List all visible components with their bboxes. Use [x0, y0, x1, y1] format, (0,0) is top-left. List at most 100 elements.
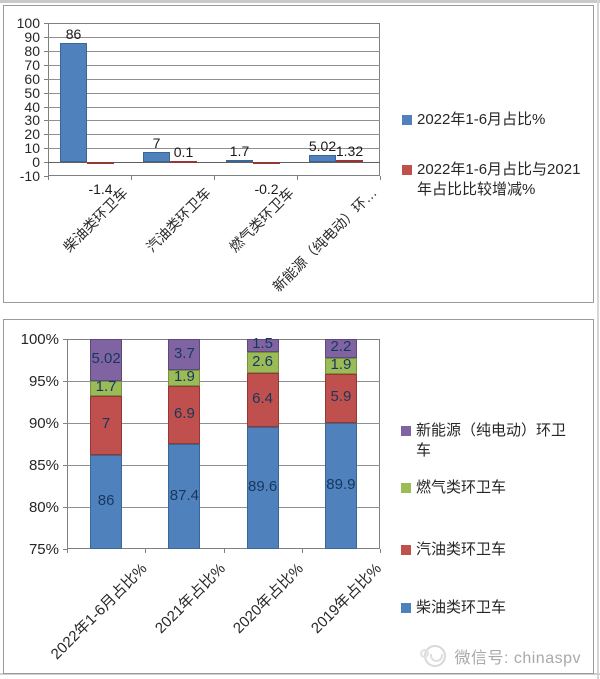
- legend-swatch: [402, 165, 412, 175]
- grid-line: [48, 120, 380, 122]
- y-axis-label: 30: [24, 112, 40, 129]
- y-axis-tick: [44, 120, 48, 122]
- right-edge-line: [597, 0, 599, 679]
- y-axis-label: 85%: [28, 457, 59, 474]
- y-axis-tick: [44, 50, 48, 52]
- legend-swatch: [401, 483, 411, 493]
- grid-line: [48, 106, 380, 108]
- bar-segment: [90, 339, 123, 382]
- legend-label: 2022年1-6月占比%: [417, 111, 546, 128]
- y-axis-tick: [44, 64, 48, 66]
- data-label: 89.9: [326, 476, 356, 493]
- data-label: 5.02: [308, 138, 337, 155]
- y-axis-label: 80%: [28, 499, 59, 516]
- grid-line: [48, 36, 380, 38]
- x-axis-tick: [145, 549, 147, 553]
- bar-segment: [168, 444, 201, 549]
- bar-segment: [60, 42, 87, 163]
- bar-segment: [324, 357, 357, 374]
- grid-line: [48, 92, 380, 94]
- data-label: 6.9: [173, 405, 195, 423]
- grid-line: [67, 507, 380, 508]
- data-label: 89.6: [247, 478, 278, 496]
- y-axis-tick: [63, 339, 67, 340]
- y-axis-tick: [63, 465, 67, 466]
- x-axis-tick: [223, 549, 225, 553]
- data-label: 86: [97, 491, 115, 509]
- data-label: 86: [65, 25, 82, 42]
- wechat-watermark: 微信号: chinaspv: [420, 644, 581, 668]
- legend-swatch: [401, 603, 411, 613]
- top-chart-panel: 100 90 80 70 60 50 40 30 20 10 0 -10 86 7 1.7 5.02 -1.4 0…: [3, 5, 594, 303]
- bar-segment: [168, 339, 201, 371]
- bar-segment: [253, 162, 280, 165]
- category-label: 汽油类环卫车: [142, 184, 214, 256]
- y-axis-tick: [63, 423, 67, 424]
- grid-line: [48, 78, 380, 80]
- grid-line: [48, 50, 380, 52]
- y-axis-tick: [44, 148, 48, 150]
- bar-segment: [170, 160, 197, 163]
- y-axis-label: 100: [16, 15, 40, 31]
- y-axis-tick: [63, 549, 67, 550]
- y-axis-tick: [44, 36, 48, 38]
- legend-label: 汽油类环卫车: [416, 541, 507, 558]
- wechat-logo-icon: [420, 645, 447, 667]
- y-axis-label: 90%: [28, 415, 59, 432]
- data-label: 87.4: [169, 486, 199, 504]
- grid-line: [67, 423, 380, 424]
- x-axis-tick: [380, 549, 381, 553]
- bar-segment: [246, 351, 279, 374]
- legend-label: 2022年1-6月占比与2021年占比比较增减%: [417, 161, 581, 198]
- x-axis-tick: [301, 549, 303, 553]
- bar-segment: [246, 373, 279, 428]
- y-axis-label: -10: [19, 168, 40, 184]
- legend-swatch: [401, 545, 411, 555]
- wechat-id-text: 微信号: chinaspv: [454, 650, 581, 667]
- bar-segment: [324, 423, 357, 549]
- data-label: 0.1: [173, 143, 194, 160]
- y-axis-tick: [44, 78, 48, 80]
- data-label: 1.5: [252, 335, 274, 353]
- y-axis-label: 10: [24, 140, 40, 157]
- grid-line: [67, 465, 380, 466]
- bar-segment: [324, 339, 357, 358]
- data-label: -1.4: [88, 181, 113, 197]
- bar-segment: [90, 381, 123, 396]
- bar-segment: [90, 454, 123, 549]
- data-label: 1.32: [335, 143, 364, 160]
- legend-swatch: [402, 115, 412, 125]
- data-label: 1.9: [173, 368, 195, 386]
- y-axis-label: 40: [24, 98, 40, 115]
- data-label: 2.2: [330, 338, 352, 356]
- legend-swatch: [401, 426, 411, 436]
- grid-line: [48, 148, 380, 150]
- bar-segment: [324, 373, 357, 424]
- y-axis-tick: [44, 162, 48, 164]
- bar-segment: [168, 386, 201, 445]
- x-axis-tick: [48, 176, 49, 180]
- y-axis-tick: [44, 92, 48, 94]
- y-axis-label: 80: [24, 42, 40, 59]
- category-label: 2019年占比%: [308, 560, 386, 637]
- y-axis-tick: [63, 507, 67, 508]
- y-axis-label: 20: [24, 126, 40, 143]
- category-label: 2022年1-6月占比%: [47, 560, 151, 663]
- y-axis-tick: [63, 381, 67, 382]
- data-label: 1.7: [95, 378, 117, 396]
- x-axis-tick: [67, 549, 68, 553]
- legend-label: 燃气类环卫车: [416, 479, 507, 496]
- data-label: 5.9: [330, 388, 352, 406]
- y-axis-label: 60: [24, 70, 40, 87]
- x-axis-tick: [380, 176, 381, 180]
- legend-label: 新能源（纯电动）环卫车: [416, 422, 567, 459]
- bar-segment: [246, 427, 279, 549]
- y-axis-label: 95%: [28, 373, 59, 390]
- data-label: 1.7: [229, 142, 250, 159]
- grid-line: [48, 162, 380, 164]
- bar-segment: [143, 152, 170, 163]
- data-label: 6.4: [252, 390, 274, 408]
- plot-area: [48, 23, 380, 176]
- y-axis-label: 90: [24, 28, 40, 45]
